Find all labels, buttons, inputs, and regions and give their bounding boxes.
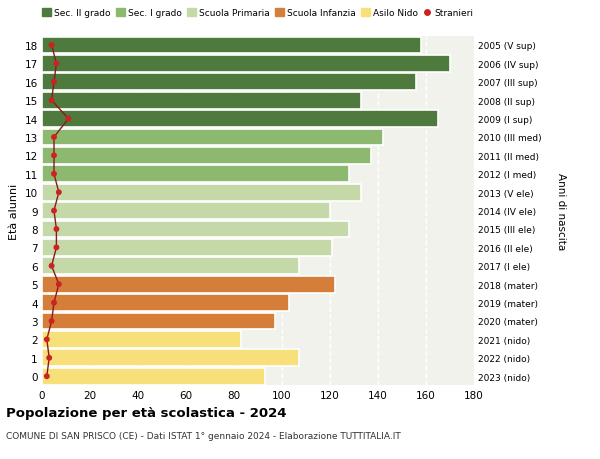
Point — [52, 226, 61, 233]
Y-axis label: Età alunni: Età alunni — [9, 183, 19, 239]
Bar — [42, 240, 332, 256]
Bar — [42, 276, 335, 293]
Bar — [42, 313, 275, 330]
Bar — [42, 221, 349, 238]
Bar — [42, 295, 289, 311]
Bar — [42, 331, 241, 348]
Point — [47, 318, 56, 325]
Point — [64, 116, 73, 123]
Bar — [42, 38, 421, 54]
Bar — [42, 129, 383, 146]
Point — [49, 171, 59, 178]
Bar — [42, 350, 299, 366]
Bar — [42, 185, 361, 201]
Point — [49, 79, 59, 86]
Bar — [42, 148, 371, 164]
Bar — [42, 74, 416, 91]
Point — [49, 299, 59, 307]
Point — [54, 281, 64, 288]
Point — [52, 244, 61, 252]
Bar — [42, 166, 349, 183]
Point — [47, 263, 56, 270]
Legend: Sec. II grado, Sec. I grado, Scuola Primaria, Scuola Infanzia, Asilo Nido, Stran: Sec. II grado, Sec. I grado, Scuola Prim… — [43, 9, 473, 18]
Bar — [42, 368, 265, 385]
Point — [49, 134, 59, 141]
Text: Popolazione per età scolastica - 2024: Popolazione per età scolastica - 2024 — [6, 406, 287, 419]
Point — [49, 152, 59, 160]
Point — [47, 97, 56, 105]
Point — [44, 354, 54, 362]
Y-axis label: Anni di nascita: Anni di nascita — [556, 173, 566, 250]
Point — [42, 373, 52, 380]
Point — [52, 61, 61, 68]
Point — [47, 42, 56, 50]
Point — [54, 189, 64, 196]
Point — [42, 336, 52, 343]
Bar — [42, 111, 438, 128]
Bar — [42, 258, 299, 274]
Bar — [42, 93, 361, 109]
Text: COMUNE DI SAN PRISCO (CE) - Dati ISTAT 1° gennaio 2024 - Elaborazione TUTTITALIA: COMUNE DI SAN PRISCO (CE) - Dati ISTAT 1… — [6, 431, 401, 441]
Point — [49, 207, 59, 215]
Bar — [42, 203, 330, 219]
Bar — [42, 56, 450, 73]
